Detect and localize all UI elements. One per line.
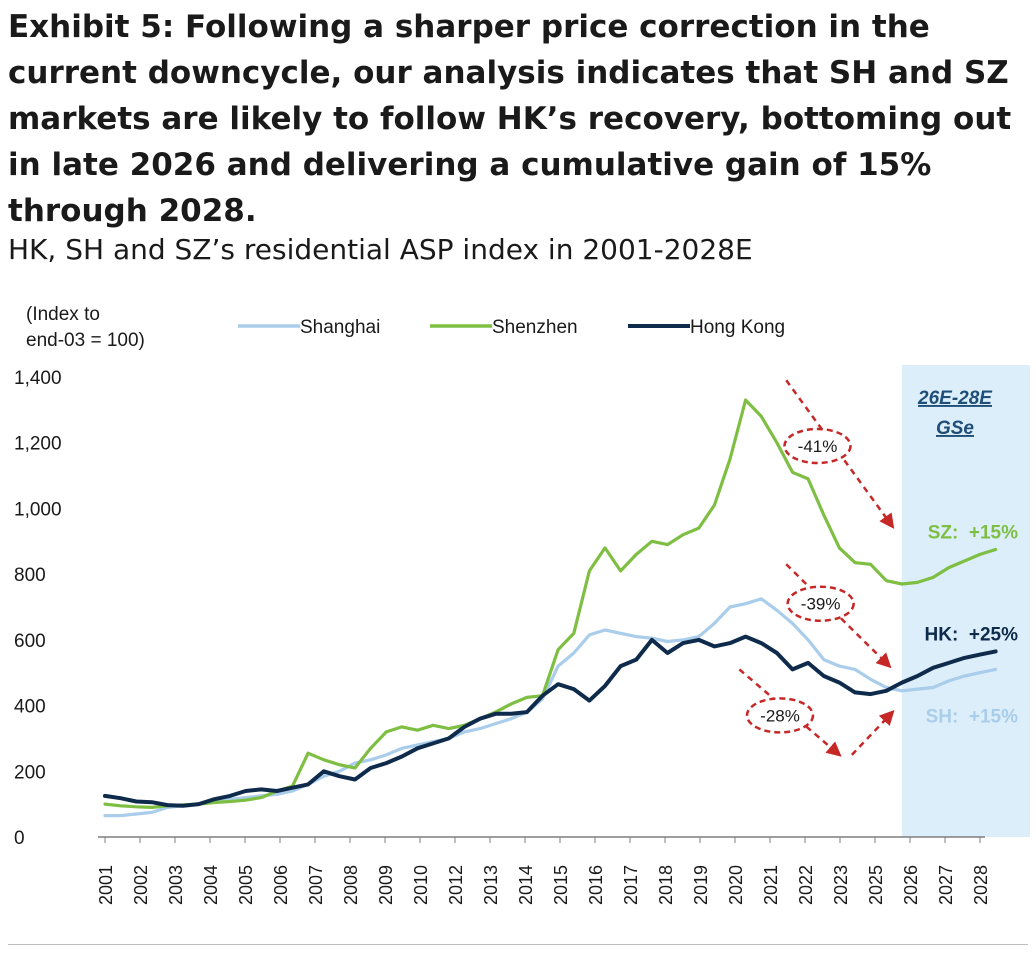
y-tick-label: 1,000 (14, 499, 62, 520)
y-tick-label: 200 (14, 762, 46, 783)
x-tick-label: 2012 (446, 865, 466, 905)
y-tick-label: 600 (14, 631, 46, 652)
x-tick-label: 2021 (761, 865, 781, 905)
x-tick-label: 2018 (656, 865, 676, 905)
x-tick-label: 2008 (341, 865, 361, 905)
end-label: SH: +15% (926, 706, 1019, 727)
x-tick-label: 2028 (971, 865, 991, 905)
series-line-shenzhen (103, 398, 998, 809)
x-tick-label: 2025 (866, 865, 886, 905)
forecast-label-line: GSe (936, 418, 974, 439)
x-tick-label: 2022 (796, 865, 816, 905)
decline-label-ellipse (745, 697, 815, 734)
chart-subtitle: HK, SH and SZ’s residential ASP index in… (8, 233, 753, 266)
x-tick-label: 2020 (726, 865, 746, 905)
x-tick-label: 2027 (936, 865, 956, 905)
series-line-hong-kong (103, 634, 998, 808)
y-axis-title-line: (Index to (26, 304, 100, 325)
end-label: HK: +25% (925, 624, 1019, 645)
x-tick-label: 2019 (691, 865, 711, 905)
bottom-rule (8, 944, 1028, 945)
y-axis-title-line: end-03 = 100) (26, 330, 145, 351)
decline-label: -28% (760, 706, 800, 725)
x-tick-label: 2015 (551, 865, 571, 905)
y-tick-label: 400 (14, 697, 46, 718)
decline-label: -41% (798, 437, 838, 456)
x-tick-label: 2005 (236, 865, 256, 905)
x-tick-label: 2007 (306, 865, 326, 905)
legend-label: Shenzhen (492, 317, 578, 338)
x-tick-label: 2004 (201, 865, 221, 905)
forecast-label-line: 26E-28E (917, 388, 993, 409)
y-tick-label: 1,200 (14, 434, 62, 455)
decline-arrow (785, 563, 892, 669)
x-tick-label: 2014 (516, 865, 536, 905)
x-tick-label: 2017 (621, 865, 641, 905)
x-tick-label: 2010 (411, 865, 431, 905)
x-tick-label: 2013 (481, 865, 501, 905)
x-tick-label: 2023 (831, 865, 851, 905)
decline-label: -39% (801, 595, 841, 614)
exhibit-title: Exhibit 5: Following a sharper price cor… (8, 9, 1012, 229)
x-tick-label: 2001 (96, 865, 116, 905)
forecast-region (901, 365, 1030, 837)
y-tick-label: 1,400 (14, 368, 62, 389)
x-tick-label: 2003 (166, 865, 186, 905)
decline-label-ellipse (783, 427, 852, 465)
x-tick-label: 2026 (901, 865, 921, 905)
x-tick-label: 2006 (271, 865, 291, 905)
legend-label: Hong Kong (690, 317, 785, 338)
rebound-arrow (850, 709, 895, 756)
y-tick-label: 0 (14, 828, 25, 849)
y-tick-label: 800 (14, 565, 46, 586)
x-tick-label: 2002 (131, 865, 151, 905)
series-line-shanghai (103, 597, 998, 818)
end-label: SZ: +15% (928, 522, 1018, 543)
x-tick-label: 2009 (376, 865, 396, 905)
legend-label: Shanghai (300, 317, 380, 338)
x-tick-label: 2016 (586, 865, 606, 905)
decline-label-ellipse (786, 585, 855, 622)
